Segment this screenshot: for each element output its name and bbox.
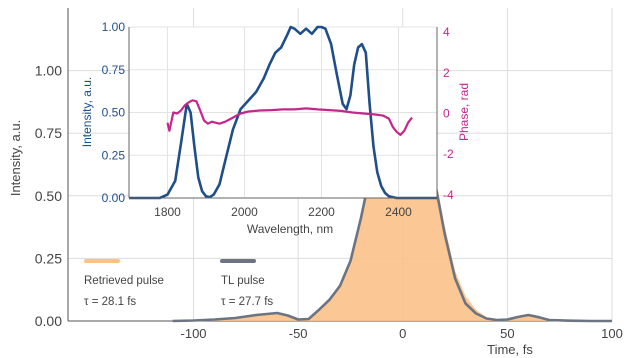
inset-series [129,25,437,200]
inset-y2-tick-label: 2 [443,66,450,80]
inset-x-tick-label: 2000 [231,205,258,219]
main-y-tick-label: 1.00 [35,63,62,79]
main-x-tick-label: 0 [399,326,406,341]
main-y-tick-label: 0.50 [35,188,62,204]
inset-spectrum-chart: 0.00 0.25 0.50 0.75 1.00 1800 2000 2200 2400 -4 -2… [80,20,471,236]
inset-x-tick-label: 2400 [385,205,412,219]
inset-y-tick-label: 0.25 [102,148,126,162]
legend-label-tl-pulse: TL pulse [221,275,265,287]
legend: Retrieved pulse τ = 28.1 fs TL pulse τ =… [84,259,273,308]
inset-y2-tick-label: -4 [443,188,454,202]
inset-y2-tick-label: 4 [443,25,450,39]
main-x-tick-label: 50 [500,326,514,341]
inset-y2-tick-label: 0 [443,107,450,121]
main-y-tick-label: 0.75 [35,125,62,141]
inset-x-axis-label: Wavelength, nm [247,222,333,236]
legend-label-retrieved-pulse: Retrieved pulse [84,275,164,287]
inset-y-tick-label: 1.00 [102,20,126,34]
main-y-tick-label: 0.25 [35,250,62,266]
inset-axes [128,27,438,199]
inset-y-tick-label: 0.00 [102,191,126,205]
main-x-tick-label: -100 [181,326,207,341]
main-x-tick-label: 100 [601,326,623,341]
inset-x-tick-label: 1800 [154,205,181,219]
inset-y-axis-label: Intensity, a.u. [80,77,94,147]
main-y-tick-label: 0.00 [35,313,62,329]
inset-y-tick-label: 0.50 [102,106,126,120]
inset-x-tick-label: 2200 [308,205,335,219]
inset-y2-axis-label: Phase, rad [457,83,471,141]
spectrum-intensity-line [129,25,437,200]
main-tick-labels: 0.00 0.25 0.50 0.75 1.00 -100 -50 0 50 100 [35,63,623,341]
inset-y2-tick-label: -2 [443,147,454,161]
spectrum-phase-line [166,99,413,136]
main-x-tick-label: -50 [289,326,308,341]
main-y-axis-label: Intensity, a.u. [8,120,23,196]
legend-annotation-retrieved-pulse: τ = 28.1 fs [84,296,136,308]
legend-annotation-tl-pulse: τ = 27.7 fs [221,296,273,308]
inset-tick-labels: 0.00 0.25 0.50 0.75 1.00 1800 2000 2200 2400 -4 -2… [102,20,454,219]
main-x-axis-label: Time, fs [487,342,533,357]
inset-y-tick-label: 0.75 [102,63,126,77]
